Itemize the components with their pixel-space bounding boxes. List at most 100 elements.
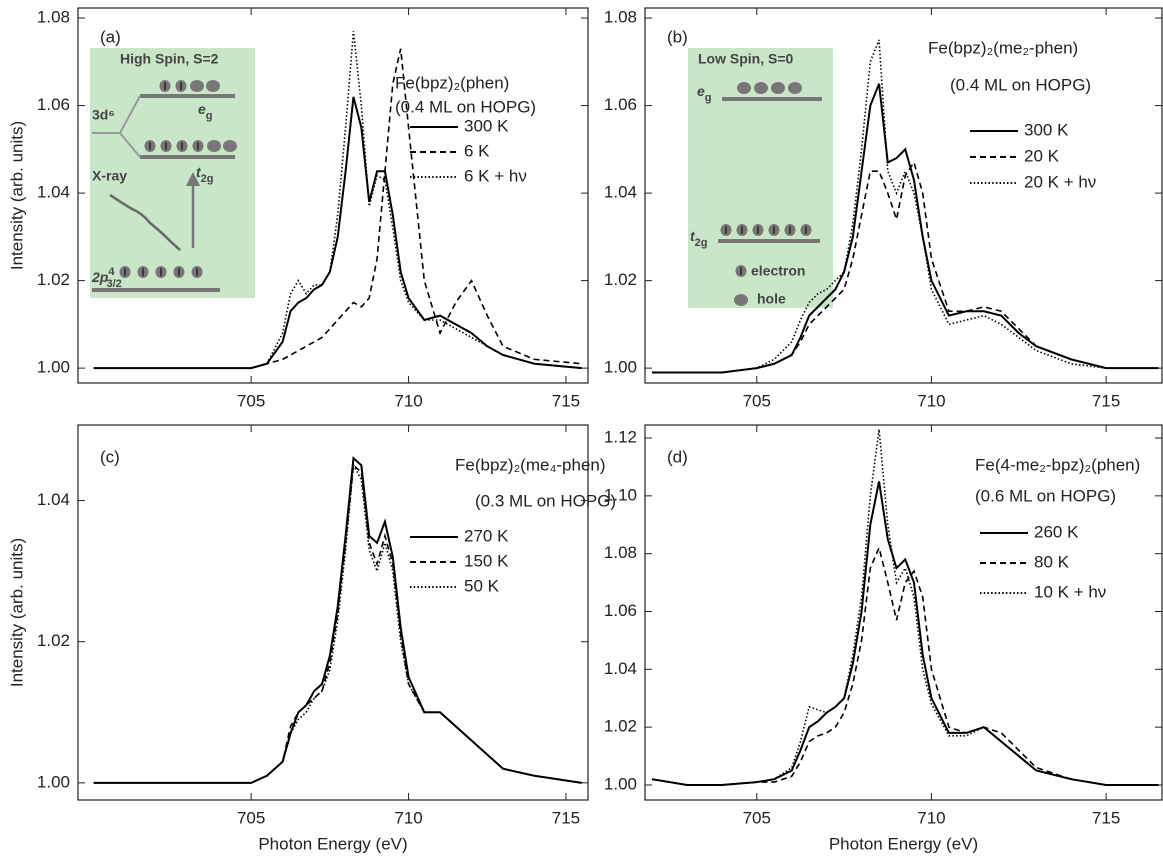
y-tick-label: 1.00 [604,358,637,377]
y-tick-label: 1.04 [37,490,70,509]
series-line [93,31,582,369]
legend-label: 20 K + hν [1024,172,1096,191]
x-tick-label: 715 [552,391,580,410]
plot-frame [644,7,1163,384]
y-tick-label: 1.08 [37,8,70,27]
inset-label-main: e [697,83,705,99]
legend-label: 300 K [464,116,509,135]
inset-label-sub: g [206,110,213,122]
x-tick-label: 710 [394,808,422,827]
series-line [93,462,582,784]
y-tick-label: 1.02 [604,717,637,736]
y-tick-label: 1.00 [37,772,70,791]
x-tick-label: 710 [394,391,422,410]
inset-label-main: e [198,101,206,117]
x-tick-label: 710 [917,808,945,827]
inset-label: hole [757,291,786,307]
chart-title: Fe(bpz)₂(phen) [395,73,509,92]
x-tick-label: 710 [917,391,945,410]
y-tick-label: 1.06 [37,95,70,114]
y-tick-label: 1.06 [604,601,637,620]
y-tick-label: 1.04 [604,659,637,678]
series-line [651,429,1159,786]
panel-label: (b) [667,27,688,46]
legend-label: 300 K [1024,120,1069,139]
hole [771,82,785,94]
legend-label: 260 K [1034,522,1079,541]
y-tick-label: 1.04 [37,183,70,202]
inset-label: X-ray [92,168,127,184]
chart-subtitle: (0.3 ML on HOPG) [475,491,616,510]
x-tick-label: 705 [237,391,265,410]
x-tick-label: 705 [237,808,265,827]
hole [206,80,220,92]
y-axis-label: Intensity (arb. units) [7,121,26,270]
legend-label: 6 K + hν [464,166,527,185]
chart-title: Fe(4-me₂-bpz)₂(phen) [975,455,1140,474]
inset-label-main: t [690,228,696,244]
panel-label: (d) [667,447,688,466]
x-ray [109,193,181,251]
legend-label: 50 K [464,576,500,595]
panel-label: (a) [100,27,121,46]
series-line [93,463,582,784]
inset-label: 3d⁶ [92,107,115,123]
plot-frame [644,424,1163,801]
hole [737,82,751,94]
series-line [651,39,1159,374]
y-tick-label: 1.00 [37,358,70,377]
legend-label: 10 K + hν [1034,582,1106,601]
inset-label: t2g [196,164,214,185]
x-tick-label: 705 [743,808,771,827]
y-tick-label: 1.04 [604,183,637,202]
inset-title: Low Spin, S=0 [698,51,794,67]
y-tick-label: 1.06 [604,95,637,114]
y-tick-label: 1.00 [604,774,637,793]
chart-subtitle: (0.4 ML on HOPG) [395,97,536,116]
series-line [651,481,1159,786]
inset-label-sub: 3/2 [106,278,121,290]
y-tick-label: 1.12 [604,427,637,446]
hole [754,82,768,94]
chart-subtitle: (0.4 ML on HOPG) [950,75,1091,94]
chart-title: Fe(bpz)₂(me₂-phen) [928,38,1078,57]
inset-label: electron [751,263,805,279]
x-tick-label: 705 [743,391,771,410]
inset-label-main: 2p [91,269,109,285]
plot-frame [77,424,589,801]
hole [788,82,802,94]
series-line [651,545,1159,786]
split [119,132,141,158]
x-axis-label: Photon Energy (eV) [829,834,978,853]
inset-label: eg [697,83,712,104]
x-tick-label: 715 [1092,808,1120,827]
plot-frame [77,7,589,384]
legend-label: 270 K [464,526,509,545]
x-tick-label: 715 [552,808,580,827]
y-axis-label: Intensity (arb. units) [7,538,26,687]
y-tick-label: 1.02 [604,270,637,289]
inset-label: eg [198,101,213,122]
inset-label: t2g [690,228,708,249]
panel-label: (c) [100,447,120,466]
inset-label-sub: g [705,92,712,104]
legend-label: 6 K [464,141,490,160]
legend-label: 150 K [464,551,509,570]
chart-subtitle: (0.6 ML on HOPG) [975,486,1116,505]
x-axis-label: Photon Energy (eV) [258,834,407,853]
hole [223,140,237,152]
hole [734,294,748,306]
inset-title: High Spin, S=2 [120,51,219,67]
y-tick-label: 1.08 [604,8,637,27]
inset-label-sup: 4 [108,266,115,278]
y-tick-label: 1.02 [37,631,70,650]
y-tick-label: 1.10 [604,485,637,504]
series-line [93,48,582,369]
legend-label: 20 K [1024,146,1060,165]
x-tick-label: 715 [1092,391,1120,410]
inset-box [90,48,255,298]
series-line [651,160,1159,374]
inset-label-sub: 2g [201,173,214,185]
hole [207,140,221,152]
inset-label-sub: 2g [695,237,708,249]
